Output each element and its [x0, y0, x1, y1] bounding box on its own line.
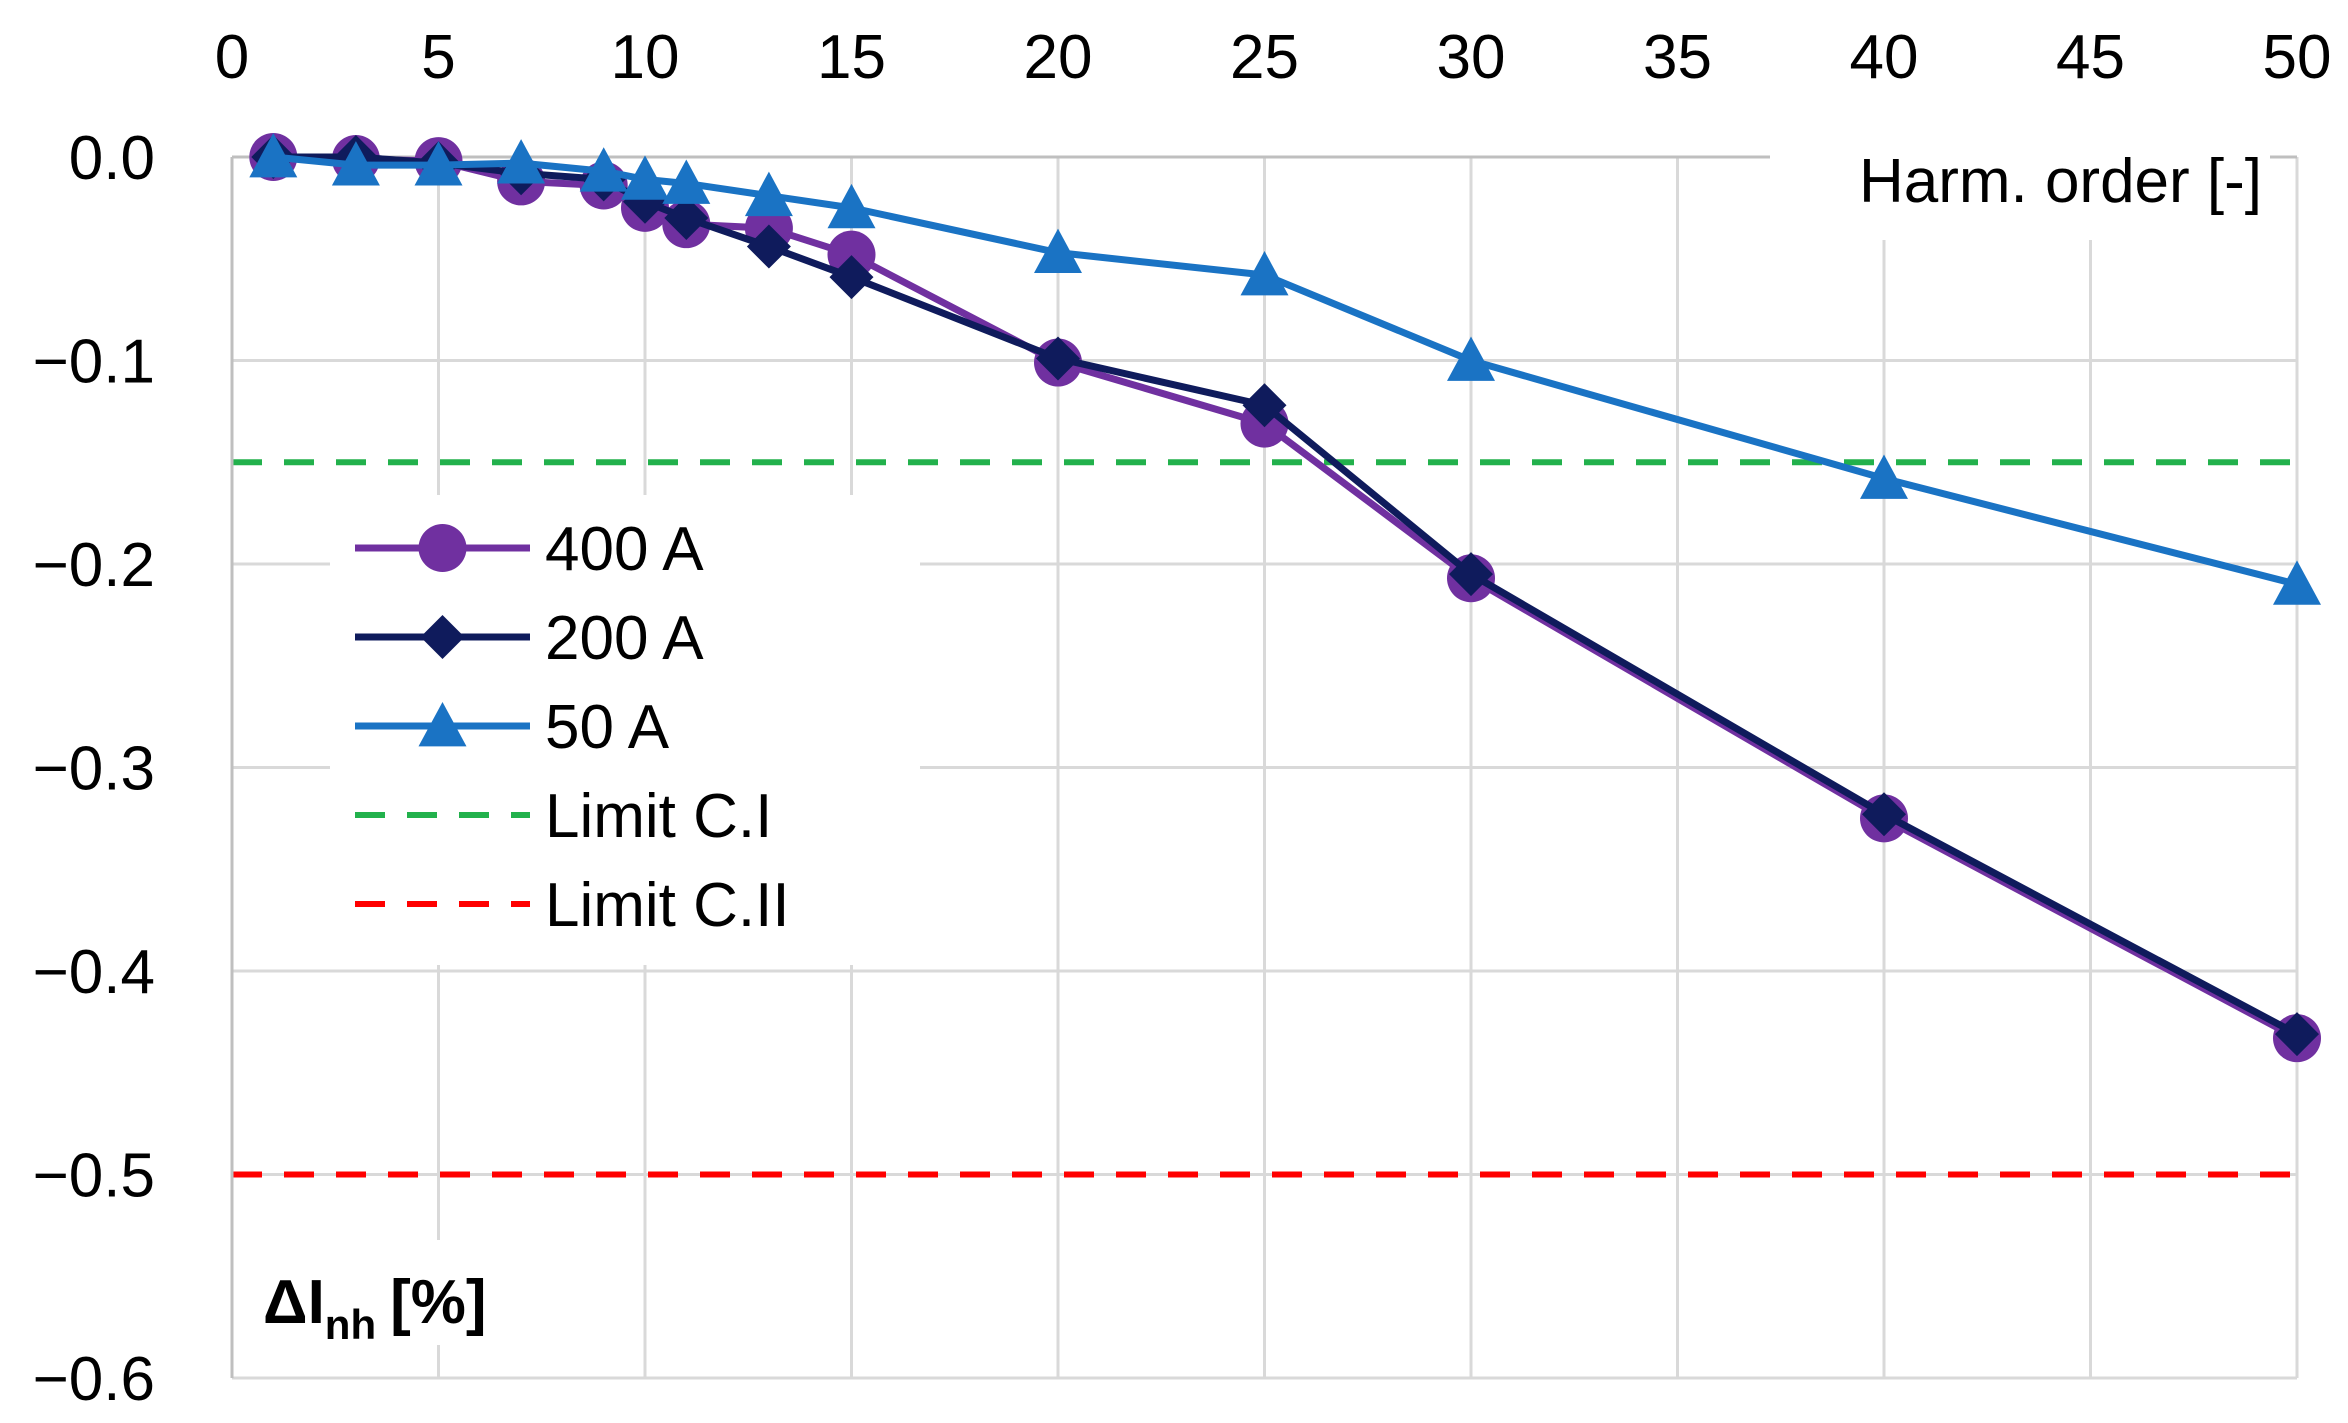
legend-item-50-a: 50 A	[355, 693, 670, 762]
data-point-50-a	[1034, 228, 1082, 274]
limit-lines	[232, 459, 2297, 1178]
legend-label: Limit C.II	[545, 871, 790, 940]
y-tick-label: −0.5	[33, 1142, 155, 1211]
x-tick-label: 5	[421, 23, 455, 92]
legend-marker	[418, 702, 467, 747]
x-tick-label: 35	[1643, 23, 1712, 92]
data-point-50-a	[827, 183, 876, 229]
data-point-200-a	[664, 196, 709, 241]
legend-item-limit-c-ii: Limit C.II	[355, 871, 790, 940]
y-tick-label: −0.1	[33, 328, 155, 397]
data-point-50-a	[1240, 251, 1289, 296]
data-point-200-a	[1862, 792, 1906, 837]
data-point-50-a	[331, 141, 380, 186]
legend-item-400-a: 400 A	[355, 515, 704, 584]
data-point-50-a	[1447, 336, 1495, 381]
data-point-200-a	[2275, 1012, 2319, 1057]
data-point-50-a	[2273, 560, 2321, 605]
legend-label: 400 A	[545, 515, 704, 584]
y-tick-label: −0.2	[33, 531, 155, 600]
x-tick-label: 30	[1437, 23, 1506, 92]
x-tick-label: 0	[215, 23, 249, 92]
x-tick-label: 20	[1024, 23, 1093, 92]
data-point-50-a	[497, 139, 546, 184]
data-point-200-a	[746, 224, 791, 269]
legend-item-limit-c-i: Limit C.I	[355, 782, 772, 851]
y-axis-title: ΔInh [%]	[263, 1268, 487, 1348]
y-tick-label: 0.0	[69, 124, 155, 193]
data-point-200-a	[829, 255, 874, 300]
y-axis-title-main: ΔI	[263, 1268, 325, 1337]
data-point-50-a	[1860, 454, 1908, 499]
y-axis-title-subscript: nh	[325, 1301, 376, 1348]
data-point-50-a	[414, 141, 463, 186]
x-tick-label: 15	[817, 23, 886, 92]
x-axis-title-background	[1770, 152, 2270, 240]
x-tick-label: 45	[2056, 23, 2125, 92]
series-50-a	[249, 133, 2321, 605]
data-point-50-a	[621, 155, 669, 200]
y-axis-title-background	[245, 1240, 535, 1345]
data-series	[249, 133, 2321, 1063]
legend-label: 200 A	[545, 604, 704, 673]
legend-label: 50 A	[545, 693, 670, 762]
legend-marker	[418, 524, 467, 572]
data-point-200-a	[1449, 552, 1493, 597]
legend: 400 A 200 A 50 A Limit C.I Limit C.II	[330, 495, 920, 965]
grid	[232, 157, 2299, 1380]
data-point-50-a	[744, 171, 793, 217]
data-point-50-a	[249, 133, 298, 178]
data-point-400-a	[827, 230, 876, 279]
legend-marker	[420, 615, 465, 659]
series-line-50-a	[272, 153, 2298, 588]
y-axis-title-unit: [%]	[390, 1268, 486, 1337]
axes: 0 5 10 15 20 25 30 35 40 45 50 0.0 −0.1 −0.2 −0.3 −0.4 −…	[33, 23, 2332, 1414]
x-tick-label: 10	[611, 23, 680, 92]
x-axis-title: Harm. order [-]	[1859, 147, 2262, 216]
y-tick-label: −0.3	[33, 735, 155, 804]
data-point-50-a	[662, 159, 711, 204]
x-tick-label: 40	[1850, 23, 1919, 92]
x-tick-label: 50	[2263, 23, 2332, 92]
y-tick-label: −0.4	[33, 938, 155, 1007]
data-point-50-a	[579, 147, 628, 192]
y-tick-label: −0.6	[33, 1345, 155, 1414]
legend-label: Limit C.I	[545, 782, 772, 851]
data-point-200-a	[1242, 383, 1287, 428]
legend-item-200-a: 200 A	[355, 604, 704, 673]
x-tick-label: 25	[1230, 23, 1299, 92]
data-point-200-a	[1036, 336, 1080, 381]
